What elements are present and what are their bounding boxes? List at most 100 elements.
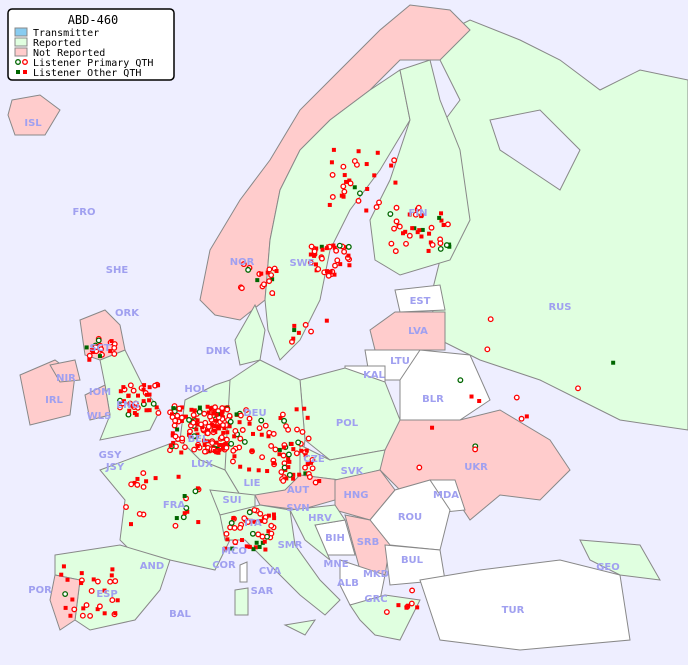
listener-other-qth-marker [219, 443, 224, 448]
listener-primary-qth-marker [71, 606, 78, 613]
listener-primary-qth-marker [262, 422, 269, 429]
listener-primary-qth-marker [240, 261, 247, 268]
listener-other-qth-marker [412, 226, 417, 231]
listener-primary-qth-marker [181, 444, 188, 451]
listener-other-qth-marker [130, 403, 135, 408]
listener-other-qth-marker [182, 511, 187, 516]
listener-other-qth-marker [212, 449, 217, 454]
listener-other-qth-marker [183, 414, 188, 419]
listener-primary-qth-marker [347, 180, 354, 187]
listener-other-qth-marker [231, 515, 236, 520]
listener-primary-qth-marker [393, 218, 400, 225]
listener-other-qth-marker [121, 399, 126, 404]
listener-primary-qth-marker [111, 344, 118, 351]
listener-primary-qth-marker [227, 418, 234, 425]
listener-primary-qth-marker [179, 435, 186, 442]
listener-other-qth-marker [219, 411, 224, 416]
listener-other-qth-marker [196, 520, 201, 525]
listener-other-qth-marker [217, 443, 222, 448]
listener-primary-qth-marker [205, 423, 212, 430]
listener-primary-qth-marker [207, 413, 213, 420]
listener-primary-qth-marker [196, 408, 203, 415]
listener-other-qth-marker [410, 226, 415, 231]
listener-other-qth-marker [302, 406, 307, 411]
country-label-smr: SMR [278, 540, 303, 551]
listener-other-qth-marker [144, 479, 149, 484]
listener-other-qth-marker [225, 537, 230, 542]
listener-other-qth-marker [192, 408, 197, 413]
country-label-lie: LIE [244, 478, 261, 489]
listener-other-qth-marker [289, 441, 294, 446]
listener-primary-qth-marker [201, 410, 208, 417]
listener-primary-qth-marker [176, 405, 183, 412]
listener-primary-qth-marker [241, 438, 248, 445]
listener-primary-qth-marker [325, 272, 332, 279]
listener-primary-qth-marker [150, 400, 157, 407]
listener-primary-qth-marker [329, 171, 336, 178]
listener-other-qth-marker [185, 509, 190, 514]
country-label-ltu: LTU [390, 356, 410, 367]
listener-primary-qth-marker [201, 448, 208, 455]
country-label-bal: BAL [169, 609, 191, 620]
country-label-fra: FRA [163, 500, 186, 511]
country-dnk [234, 303, 266, 366]
listener-other-qth-marker [270, 277, 275, 282]
island-cor [239, 561, 248, 583]
listener-other-qth-marker [420, 227, 425, 232]
listener-primary-qth-marker [79, 612, 86, 619]
country-label-blr: BLR [422, 394, 444, 405]
country-label-grc: GRC [364, 594, 387, 605]
country-label-ukr: UKR [464, 462, 488, 473]
listener-other-qth-marker [294, 407, 299, 412]
listener-other-qth-marker [171, 440, 176, 445]
legend-other-qth: Listener Other QTH [33, 68, 141, 79]
listener-other-qth-marker [168, 443, 173, 448]
country-label-svn: SVN [286, 503, 309, 514]
listener-other-qth-marker [299, 448, 304, 453]
listener-other-qth-marker [253, 545, 258, 550]
country-label-bul: BUL [401, 555, 424, 566]
listener-other-qth-marker [297, 472, 302, 477]
country-label-lva: LVA [408, 326, 428, 337]
listener-other-qth-marker [332, 245, 337, 250]
listener-primary-qth-marker [172, 522, 179, 529]
listener-primary-qth-marker [286, 472, 293, 478]
listener-other-qth-marker [135, 476, 140, 481]
listener-primary-qth-marker [223, 444, 230, 451]
country-geo [579, 539, 661, 581]
listener-primary-qth-marker [416, 464, 423, 471]
country-label-mda: MDA [433, 490, 459, 501]
listener-other-qth-marker [266, 434, 271, 439]
listener-primary-qth-marker [457, 377, 464, 384]
country-labels: ISL FRO SHE ORK NOR SWE FIN EST RUS LVA LTU KAL DNK H… [24, 118, 619, 620]
listener-other-qth-marker [252, 519, 257, 524]
listener-primary-qth-marker [280, 478, 287, 484]
listener-primary-qth-marker [268, 443, 275, 449]
listener-other-qth-marker [220, 409, 225, 414]
listener-other-qth-marker [272, 516, 277, 521]
listener-primary-qth-marker [575, 385, 581, 392]
listener-other-qth-marker [110, 567, 115, 572]
listener-primary-qth-marker [281, 417, 288, 424]
listener-primary-qth-marker [391, 225, 398, 232]
listener-other-qth-marker [356, 149, 361, 154]
listener-primary-qth-marker [295, 439, 302, 446]
listener-other-qth-marker [121, 385, 126, 390]
listener-other-qth-marker [205, 404, 210, 409]
listener-other-qth-marker [417, 228, 422, 233]
listener-primary-qth-marker [311, 248, 318, 255]
listener-other-qth-marker [214, 440, 219, 445]
listener-primary-qth-marker [518, 415, 525, 422]
listener-other-qth-marker [319, 244, 324, 249]
listener-other-qth-marker [132, 480, 137, 485]
listener-primary-qth-marker [444, 221, 451, 228]
listener-primary-qth-marker [307, 259, 314, 266]
country-label-rus: RUS [548, 302, 571, 313]
listener-other-qth-marker [393, 180, 398, 185]
country-hrv [289, 504, 346, 561]
listener-other-qth-marker [415, 230, 420, 235]
listener-other-qth-marker [401, 231, 406, 236]
listener-primary-qth-marker [437, 245, 444, 252]
country-label-gsy: GSY [99, 450, 122, 461]
listener-primary-qth-marker [191, 446, 198, 453]
